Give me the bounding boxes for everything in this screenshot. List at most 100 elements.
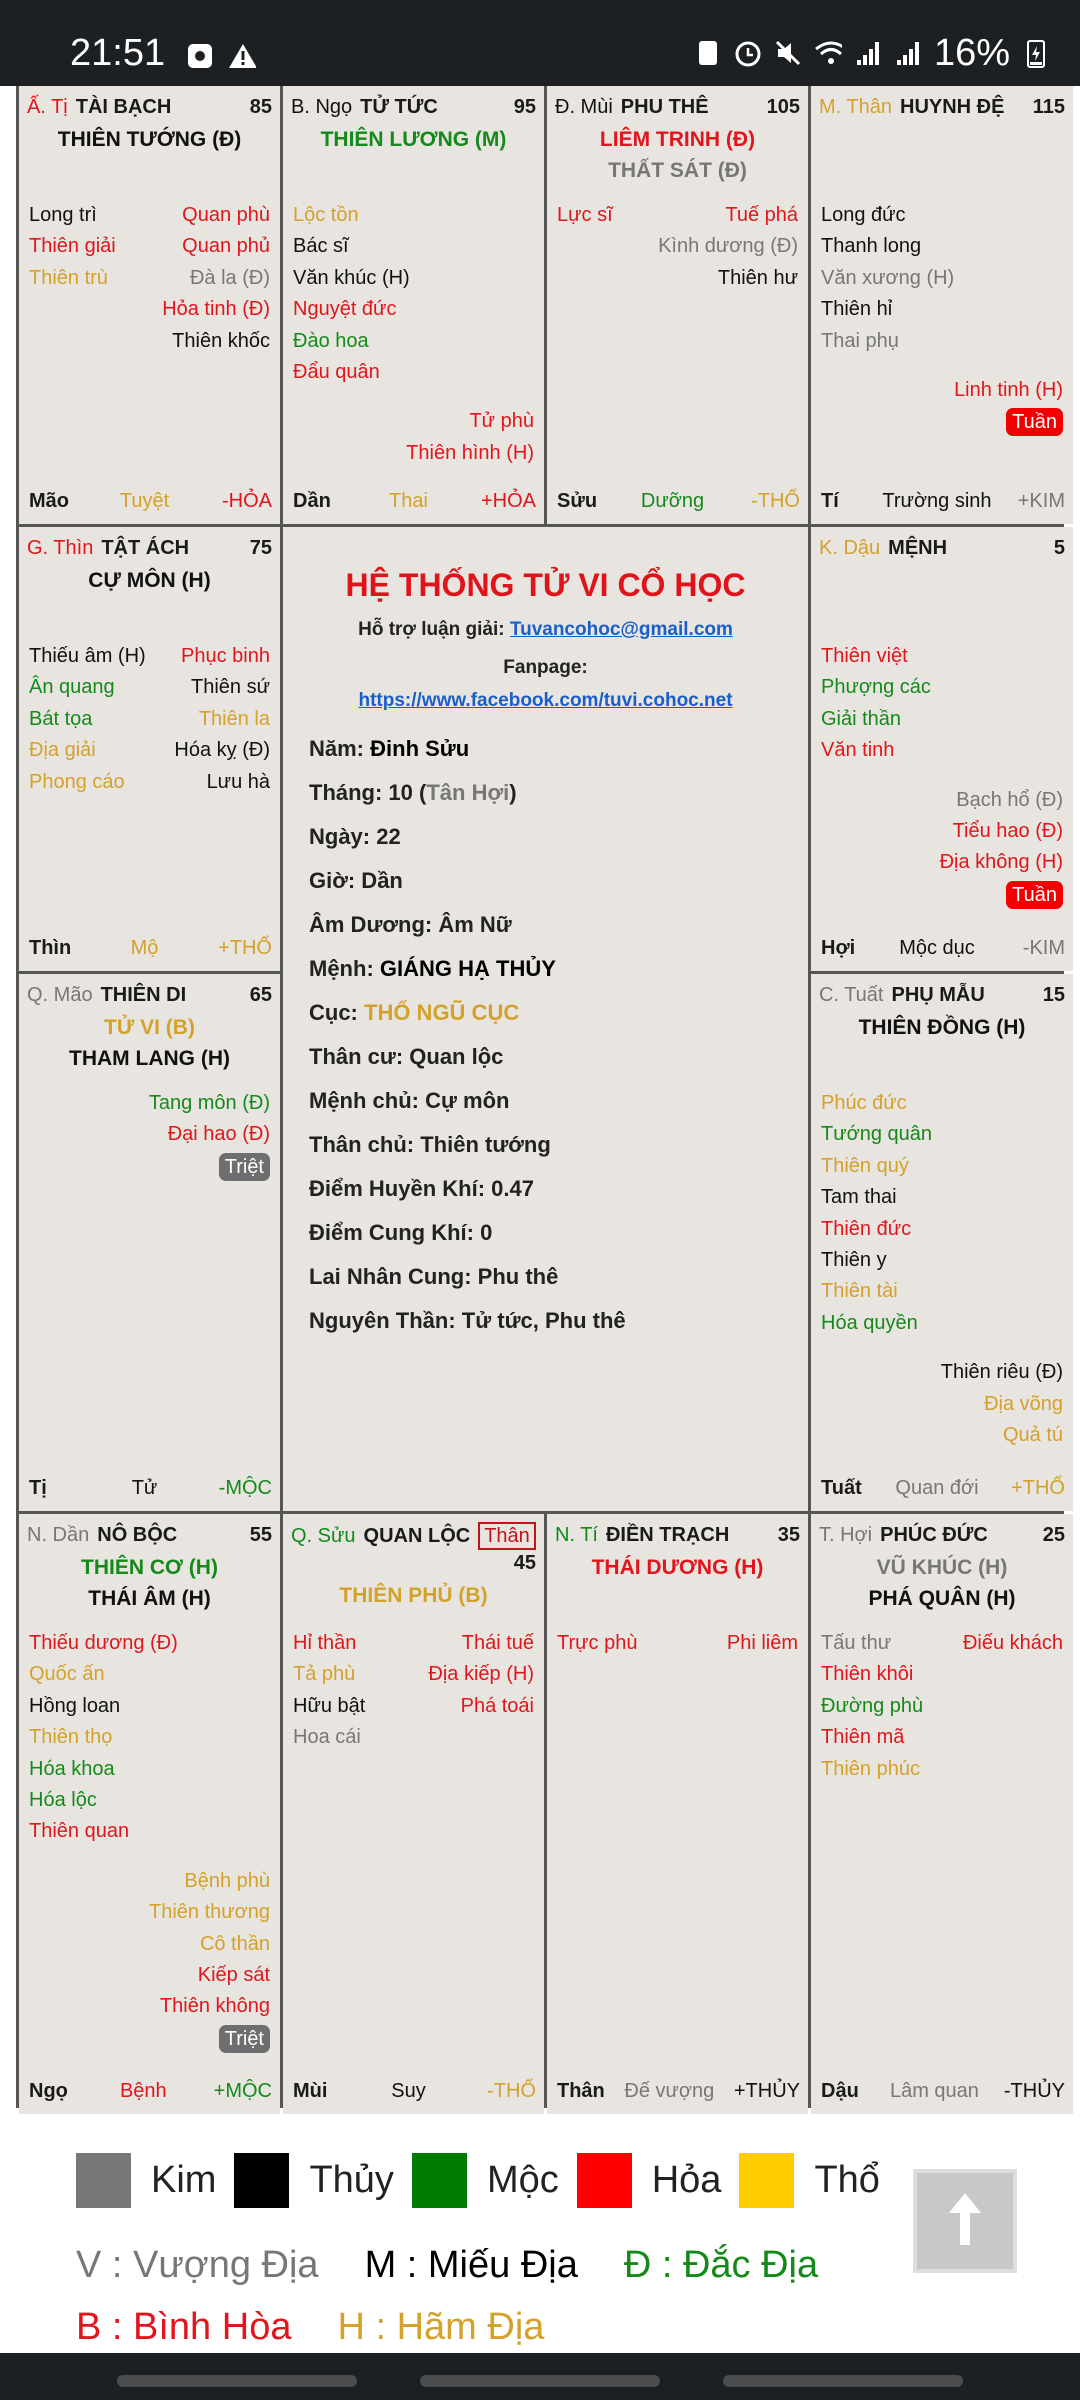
palace-header: G. Thìn TẬT ÁCH 75 (27, 535, 272, 561)
palace-name: QUAN LỘC (363, 1525, 471, 1547)
palace-cell[interactable]: G. Thìn TẬT ÁCH 75 CỰ MÔN (H) Thiếu âm (H) Ân… (19, 527, 280, 971)
tuan-badge: Tuần (1006, 408, 1063, 437)
info-suffix: ) (509, 780, 517, 805)
minor-star: Hoa cái (293, 1726, 361, 1749)
info-menh: Mệnh: GIÁNG HẠ THỦY (309, 947, 626, 991)
minor-star-columns: Thiếu dương (Đ) Quốc ấn Hồng loan Thiên thọ… (29, 1628, 270, 1848)
minor-star: Kình dương (Đ) (658, 235, 798, 258)
palace-cell[interactable]: Q. Sửu QUAN LỘC Thân 45 THIÊN PHỦ (B) Hỉ thần… (283, 1514, 544, 2114)
signal-icon (854, 39, 882, 67)
legend-ham: H : Hãm Địa (337, 2306, 545, 2348)
minor-stars-left: Tấu thư Thiên khôi Đường phù Thiên mã Thiên … (821, 1628, 923, 1785)
minor-star: Hóa lộc (29, 1789, 97, 1812)
scroll-to-top-button[interactable] (913, 2169, 1017, 2273)
minor-star: Hữu bật (293, 1694, 366, 1717)
info-ngay: Ngày: 22 (309, 824, 401, 849)
palace-cell[interactable]: N. Dần NÔ BỘC 55 THIÊN CƠ (H) THÁI ÂM (H) Thi… (19, 1514, 280, 2114)
minor-star: Phượng các (821, 676, 931, 699)
main-star: THIÊN ĐỒNG (H) (858, 1016, 1026, 1039)
palace-element: +THỔ (218, 937, 272, 959)
palace-can-chi: Đ. Mùi (555, 96, 613, 118)
support-email-link[interactable]: Tuvancohoc@gmail.com (509, 619, 733, 640)
nav-back-button[interactable] (723, 2375, 963, 2387)
minor-star: Hỉ thần (293, 1632, 357, 1654)
palace-name: ĐIỀN TRẠCH (605, 1524, 730, 1546)
nav-recents-button[interactable] (117, 2375, 357, 2387)
palace-element: -MỘC (218, 1477, 272, 1499)
palace-header: N. Tí ĐIỀN TRẠCH 35 (555, 1522, 800, 1548)
palace-age-number: 15 (1042, 984, 1065, 1006)
battery-percent: 16% (933, 32, 1010, 74)
palace-cell[interactable]: T. Hợi PHÚC ĐỨC 25 VŨ KHÚC (H) PHÁ QUÂN (H) T… (811, 1514, 1073, 2114)
minor-stars-bottom: Linh tinh (H) Tuần (821, 375, 1063, 439)
minor-star: Phục binh (181, 645, 270, 667)
minor-star: Quả tú (1002, 1424, 1063, 1447)
minor-star: Hồng loan (29, 1694, 121, 1717)
palace-age-number: 115 (1032, 96, 1065, 118)
palace-header: C. Tuất PHỤ MẪU 15 (819, 982, 1065, 1008)
palace-life-stage: Quan đới (895, 1477, 979, 1499)
minor-stars: Thiếu dương (Đ) Quốc ấn Hồng loan Thiên thọ… (29, 1628, 270, 2055)
minor-star: Hóa kỵ (Đ) (174, 739, 270, 762)
minor-star-columns: Tấu thư Thiên khôi Đường phù Thiên mã Thiên … (821, 1628, 1063, 1785)
palace-name: NÔ BỘC (97, 1524, 178, 1546)
recycle-icon (694, 39, 722, 67)
minor-star: Thiên hỉ (821, 298, 893, 321)
palace-footer: Dần Thai +HỎA (293, 486, 536, 516)
palace-header: T. Hợi PHÚC ĐỨC 25 (819, 1522, 1065, 1548)
info-nguyen-than: Nguyên Thần: Tử tức, Phu thê (309, 1308, 626, 1333)
main-star: VŨ KHÚC (H) (876, 1556, 1008, 1579)
palace-footer: Mão Tuyệt -HỎA (29, 486, 272, 516)
palace-age-number: 35 (777, 1524, 800, 1546)
minor-star: Lực sĩ (557, 204, 613, 226)
palace-footer: Hợi Mộc dục -KIM (821, 933, 1065, 963)
palace-element: +HỎA (480, 490, 536, 512)
palace-name: TẬT ÁCH (101, 537, 190, 559)
minor-stars-right: Điếu khách (963, 1628, 1063, 1785)
main-star: THIÊN PHỦ (B) (339, 1584, 488, 1607)
minor-stars-left: Long đức Thanh long Văn xương (H) Thiên hỉ T… (821, 200, 954, 357)
minor-star: Lộc tồn (293, 204, 359, 226)
minor-star: Quốc ấn (29, 1663, 105, 1686)
palace-cell[interactable]: Đ. Mùi PHU THÊ 105 LIÊM TRINH (Đ) THẤT SÁT (… (547, 86, 808, 524)
info-label: Năm: (309, 736, 371, 761)
palace-cell[interactable]: Ấ. Tị TÀI BẠCH 85 THIÊN TƯỚNG (Đ) Long trì Th… (19, 86, 280, 524)
palace-cell[interactable]: N. Tí ĐIỀN TRẠCH 35 THÁI DƯƠNG (H) Trực phù P… (547, 1514, 808, 2114)
minor-star: Văn xương (H) (821, 266, 955, 289)
minor-star: Bác sĩ (293, 235, 349, 258)
minor-star: Thiên hình (H) (406, 441, 534, 464)
info-than-chu: Thân chủ: Thiên tướng (309, 1132, 551, 1157)
palace-can-chi: K. Dậu (819, 537, 881, 559)
minor-star: Trực phù (557, 1632, 638, 1654)
minor-star: Phá toái (460, 1694, 534, 1717)
minor-star: Đẩu quân (293, 361, 380, 384)
palace-cell[interactable]: M. Thân HUYNH ĐỆ 115 Long đức Thanh long Văn … (811, 86, 1073, 524)
legend-binh: B : Bình Hòa (76, 2306, 292, 2348)
palace-name: PHỤ MẪU (891, 984, 985, 1006)
legend-label: Thủy (309, 2158, 394, 2201)
minor-stars-bottom: Thiên riêu (Đ) Địa võng Quả tú (821, 1357, 1063, 1451)
palace-cell[interactable]: Q. Mão THIÊN DI 65 TỬ VI (B) THAM LANG (H) Ta… (19, 974, 280, 1511)
info-thang: Tháng: 10 (Tân Hợi) (309, 771, 626, 815)
palace-branch: Tí (821, 490, 839, 512)
nav-home-button[interactable] (420, 2375, 660, 2387)
minor-star: Thiên sứ (191, 676, 270, 699)
minor-star: Bạch hổ (Đ) (956, 788, 1063, 811)
fanpage-link[interactable]: https://www.facebook.com/tuvi.cohoc.net (358, 690, 733, 711)
palace-can-chi: N. Dần (27, 1524, 90, 1546)
main-stars: THIÊN ĐỒNG (H) (811, 1012, 1073, 1043)
main-star: CỰ MÔN (H) (88, 569, 211, 592)
minor-star: Thiếu âm (H) (29, 645, 146, 667)
minor-stars-right: Phi liêm (727, 1628, 798, 1659)
minor-star: Đại hao (Đ) (167, 1123, 270, 1146)
palace-cell[interactable]: C. Tuất PHỤ MẪU 15 THIÊN ĐỒNG (H) Phúc đức Tư… (811, 974, 1073, 1511)
palace-footer: Dậu Lâm quan -THỦY (821, 2076, 1065, 2106)
minor-star-columns: Thiếu âm (H) Ân quang Bát tọa Địa giải Phong… (29, 641, 270, 798)
palace-cell[interactable]: K. Dậu MỆNH 5 Thiên việt Phượng các Giải thần… (811, 527, 1073, 971)
palace-age-number: 45 (513, 1552, 536, 1574)
palace-header: B. Ngọ TỬ TỨC 95 (291, 94, 536, 120)
minor-star: Thiên đức (821, 1217, 912, 1240)
palace-cell[interactable]: B. Ngọ TỬ TỨC 95 THIÊN LƯƠNG (M) Lộc tồn Bác … (283, 86, 544, 524)
minor-star: Địa kiếp (H) (428, 1663, 534, 1686)
fanpage-label: Fanpage: (503, 657, 588, 678)
